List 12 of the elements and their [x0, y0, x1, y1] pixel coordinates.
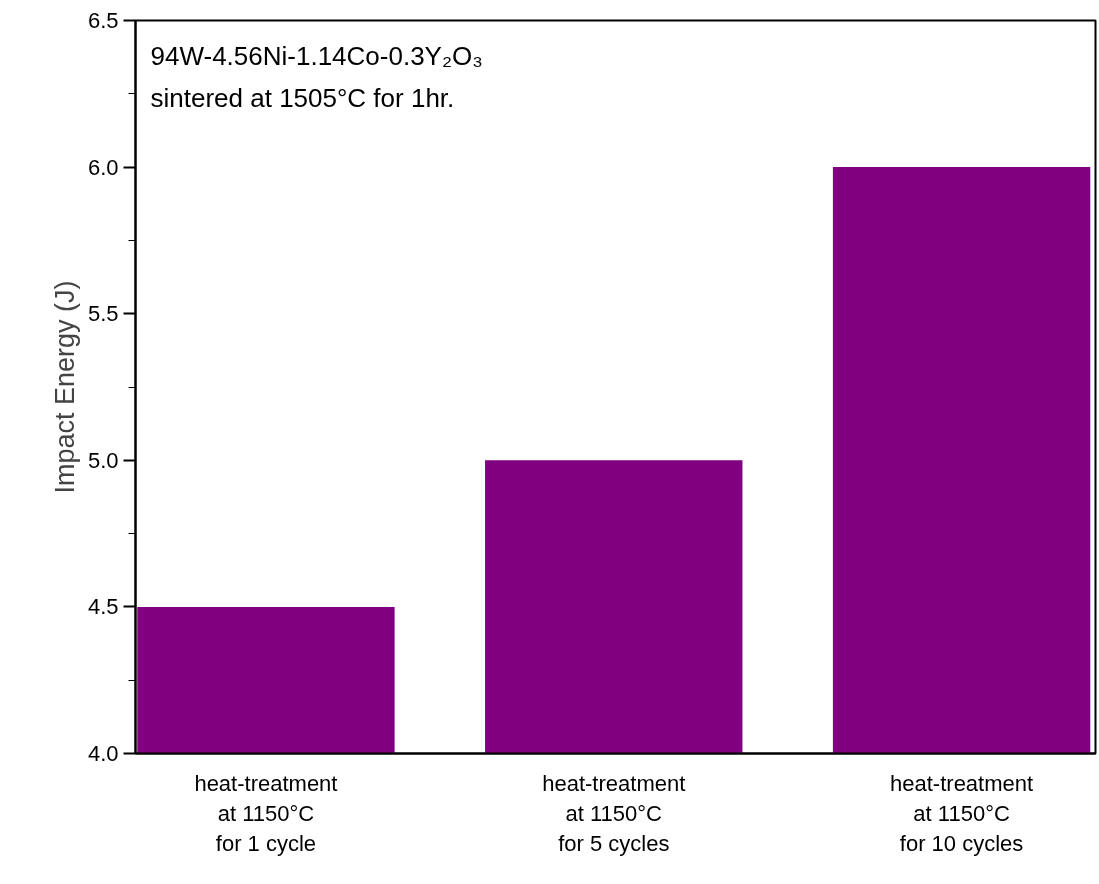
- y-axis-title: Impact Energy (J): [49, 280, 80, 494]
- y-tick-label: 4.5: [87, 594, 119, 620]
- y-tick-label: 6.5: [87, 8, 119, 33]
- y-tick-label: 4.0: [87, 741, 119, 766]
- annotation: sintered at 1505°C for 1hr.: [150, 82, 455, 113]
- x-tick-label: heat-treatment at 1150°C for 5 cycles: [542, 770, 686, 856]
- y-tick-label: 6.0: [87, 154, 119, 180]
- y-tick-label: 5.0: [87, 447, 119, 473]
- x-tick-label: heat-treatment at 1150°C for 10 cycles: [890, 770, 1034, 856]
- annotation: 94W-4.56Ni-1.14Co-0.3Y₂O₃: [150, 40, 483, 71]
- y-tick-label: 5.5: [87, 301, 119, 327]
- x-tick-label: heat-treatment at 1150°C for 1 cycle: [194, 770, 338, 856]
